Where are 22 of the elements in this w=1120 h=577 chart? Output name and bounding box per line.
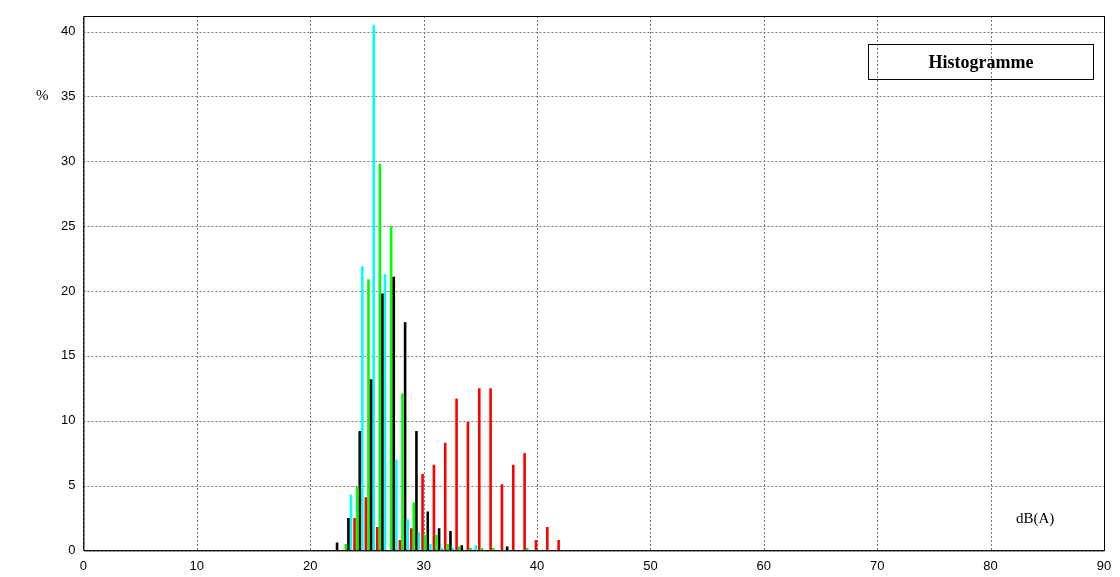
y-tick-label: 25 xyxy=(60,217,76,233)
y-axis-title: % xyxy=(36,87,49,105)
y-tick-label: 30 xyxy=(60,152,76,168)
y-tick-label: 5 xyxy=(68,477,76,493)
x-tick-label: 90 xyxy=(1096,557,1112,573)
y-tick-label: 10 xyxy=(60,412,76,428)
x-tick-label: 10 xyxy=(189,557,205,573)
x-tick-label: 20 xyxy=(303,557,318,573)
x-axis-title: dB(A) xyxy=(1016,510,1055,528)
y-tick-label: 35 xyxy=(60,88,76,103)
x-tick-label: 50 xyxy=(643,557,658,573)
x-tick-label: 40 xyxy=(529,557,545,573)
x-tick-label: 70 xyxy=(869,557,885,573)
y-tick-label: 0 xyxy=(68,541,76,557)
y-tick-label: 20 xyxy=(60,282,76,298)
y-tick-label: 40 xyxy=(60,23,76,39)
x-tick-label: 30 xyxy=(416,557,431,573)
text: Histogramme xyxy=(868,44,1094,80)
x-tick-label: 80 xyxy=(983,557,998,573)
y-tick-label: 15 xyxy=(60,347,76,363)
x-tick-label: 0 xyxy=(79,557,88,573)
x-tick-label: 60 xyxy=(756,557,772,573)
